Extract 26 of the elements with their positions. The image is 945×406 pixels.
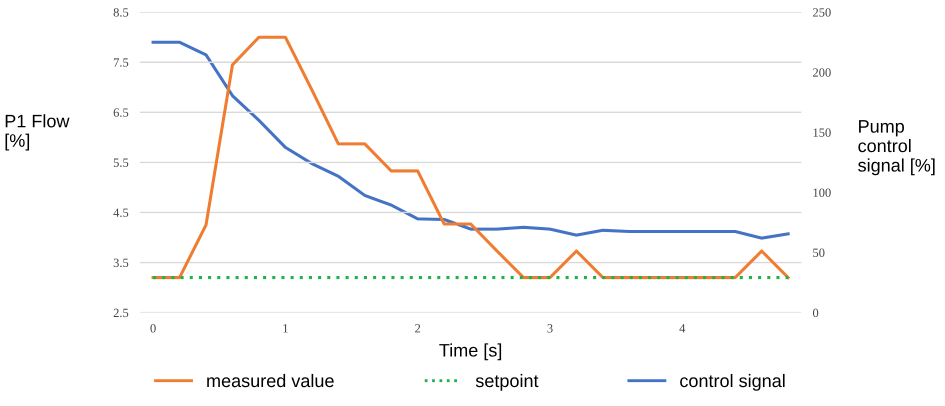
- x-axis-title: Time [s]: [439, 343, 502, 360]
- y2-tick-label: 100: [814, 188, 831, 197]
- legend-label: measured value: [207, 374, 334, 388]
- y2-tick-label: 0: [812, 308, 818, 318]
- x-tick-label: 2: [415, 324, 420, 332]
- x-tick-label: 4: [679, 324, 686, 332]
- y2-tick-label: 200: [813, 68, 831, 77]
- y-tick-label: 5.5: [114, 158, 128, 167]
- y-tick-label: 7.5: [114, 58, 128, 67]
- y2-tick-label: 250: [813, 8, 831, 17]
- y2-tick-label: 50: [813, 248, 824, 257]
- y2-axis-title: Pump control signal [%]: [858, 120, 935, 176]
- y-tick-label: 3.5: [114, 258, 128, 268]
- x-tick-label: 1: [283, 324, 288, 332]
- line-series: [152, 36, 790, 280]
- y-tick-label: 4.5: [113, 208, 128, 217]
- x-tick-label: 0: [150, 324, 156, 333]
- y-axis-title: P1 Flow [%]: [6, 114, 70, 150]
- legend-label: control signal: [680, 374, 785, 391]
- y-tick-label: 2.5: [114, 308, 128, 318]
- line-series: [152, 40, 790, 240]
- y2-tick-label: 150: [814, 128, 831, 137]
- y-tick-label: 8.5: [114, 8, 128, 17]
- x-tick-label: 3: [547, 324, 553, 333]
- y-tick-label: 6.5: [114, 108, 128, 117]
- legend-label: setpoint: [476, 374, 538, 391]
